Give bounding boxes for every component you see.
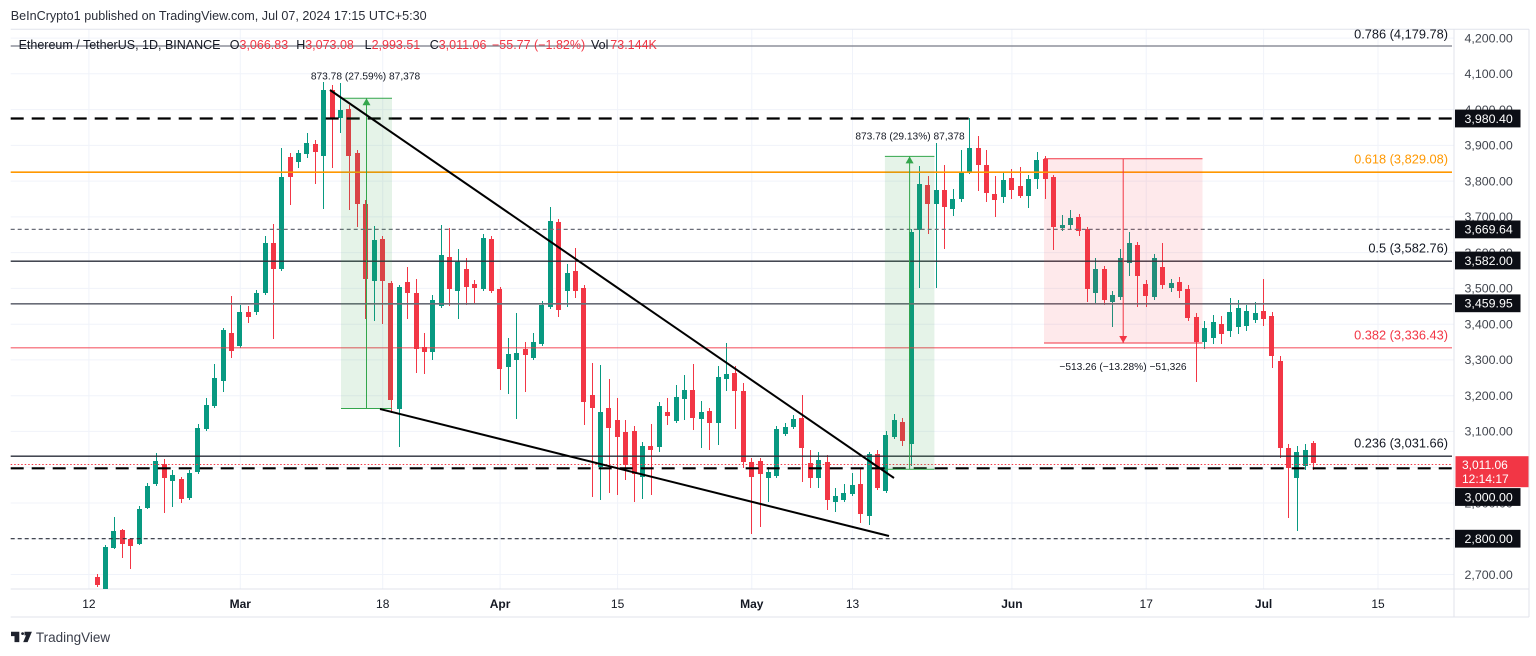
svg-text:12: 12 — [82, 597, 96, 611]
svg-text:3,000.00: 3,000.00 — [1465, 490, 1513, 504]
svg-text:TradingView: TradingView — [36, 630, 111, 645]
svg-text:3,011.06: 3,011.06 — [1462, 458, 1508, 472]
svg-text:0.382 (3,336.43): 0.382 (3,336.43) — [1354, 327, 1448, 342]
svg-text:Ethereum / TetherUS, 1D, BINAN: Ethereum / TetherUS, 1D, BINANCE — [19, 38, 221, 52]
svg-text:3,400.00: 3,400.00 — [1465, 318, 1513, 332]
svg-text:2,800.00: 2,800.00 — [1465, 532, 1513, 546]
svg-text:BeInCrypto1 published on Tradi: BeInCrypto1 published on TradingView.com… — [11, 9, 427, 23]
svg-text:3,500.00: 3,500.00 — [1465, 282, 1513, 296]
svg-text:−513.26 (−13.28%) −51,326: −513.26 (−13.28%) −51,326 — [1059, 362, 1186, 373]
svg-text:3,066.83: 3,066.83 — [240, 38, 289, 52]
svg-text:2,993.51: 2,993.51 — [372, 38, 421, 52]
svg-text:73.144K: 73.144K — [610, 38, 657, 52]
svg-text:3,300.00: 3,300.00 — [1465, 353, 1513, 367]
svg-text:3,582.00: 3,582.00 — [1465, 254, 1513, 268]
svg-text:3,011.06: 3,011.06 — [439, 38, 487, 52]
svg-text:O: O — [230, 38, 240, 52]
svg-text:3,900.00: 3,900.00 — [1465, 139, 1513, 153]
svg-text:3,980.40: 3,980.40 — [1465, 112, 1513, 126]
svg-text:4,100.00: 4,100.00 — [1465, 67, 1513, 81]
svg-text:Jul: Jul — [1255, 597, 1272, 611]
svg-text:3,669.64: 3,669.64 — [1465, 223, 1513, 237]
svg-text:873.78 (29.13%) 87,378: 873.78 (29.13%) 87,378 — [855, 132, 965, 143]
svg-text:May: May — [740, 597, 764, 611]
svg-text:3,459.95: 3,459.95 — [1465, 297, 1513, 311]
svg-text:Jun: Jun — [1001, 597, 1022, 611]
svg-text:873.78 (27.59%) 87,378: 873.78 (27.59%) 87,378 — [311, 72, 421, 83]
svg-text:13: 13 — [846, 597, 860, 611]
svg-text:Mar: Mar — [230, 597, 252, 611]
svg-text:Vol: Vol — [591, 38, 608, 52]
svg-text:2,700.00: 2,700.00 — [1465, 568, 1513, 582]
svg-text:0.786 (4,179.78): 0.786 (4,179.78) — [1354, 27, 1448, 42]
svg-text:17: 17 — [1140, 597, 1154, 611]
svg-text:12:14:17: 12:14:17 — [1462, 472, 1509, 486]
svg-text:3,800.00: 3,800.00 — [1465, 174, 1513, 188]
svg-text:3,100.00: 3,100.00 — [1465, 425, 1513, 439]
svg-text:15: 15 — [1371, 597, 1385, 611]
svg-text:0.618 (3,829.08): 0.618 (3,829.08) — [1354, 152, 1448, 167]
svg-text:−55.77 (−1.82%): −55.77 (−1.82%) — [492, 38, 585, 52]
svg-text:C: C — [430, 38, 439, 52]
svg-text:3,073.08: 3,073.08 — [305, 38, 354, 52]
svg-text:18: 18 — [376, 597, 390, 611]
svg-text:H: H — [296, 38, 305, 52]
svg-text:L: L — [365, 38, 372, 52]
svg-text:0.236 (3,031.66): 0.236 (3,031.66) — [1354, 436, 1448, 451]
svg-text:4,200.00: 4,200.00 — [1465, 31, 1513, 45]
svg-text:0.5 (3,582.76): 0.5 (3,582.76) — [1368, 241, 1448, 256]
svg-text:15: 15 — [611, 597, 625, 611]
svg-text:3,200.00: 3,200.00 — [1465, 389, 1513, 403]
svg-text:Apr: Apr — [490, 597, 511, 611]
